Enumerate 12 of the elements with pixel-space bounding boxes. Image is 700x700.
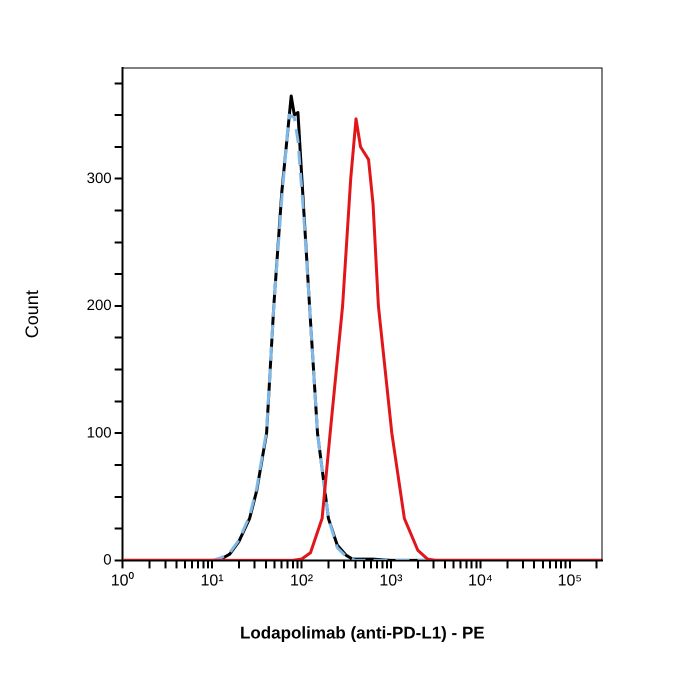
y-axis-title: Count <box>22 290 42 338</box>
x-tick-label: 10⁴ <box>468 572 493 590</box>
x-axis-title: Lodapolimab (anti-PD-L1) - PE <box>240 623 485 642</box>
x-tick-label: 10² <box>290 572 314 590</box>
x-tick-label: 10³ <box>379 572 404 590</box>
x-tick-label: 10¹ <box>200 572 224 590</box>
y-tick-label: 0 <box>103 552 112 569</box>
y-tick-label: 100 <box>86 424 112 442</box>
x-tick-label: 10⁰ <box>110 571 135 590</box>
y-tick-label: 200 <box>86 297 112 314</box>
x-tick-label: 10⁵ <box>558 572 582 590</box>
y-tick-label: 300 <box>86 170 112 187</box>
